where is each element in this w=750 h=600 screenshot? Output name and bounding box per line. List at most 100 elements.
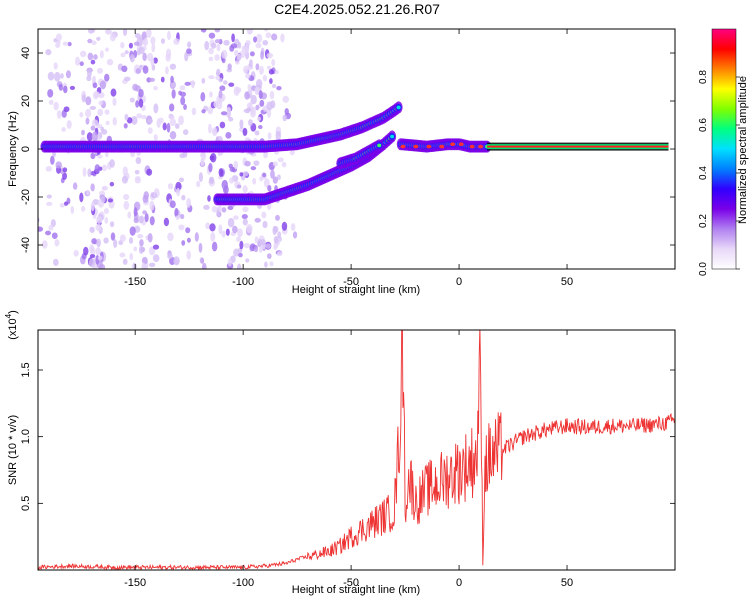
right-segment-core bbox=[487, 145, 669, 148]
noise-speckle bbox=[149, 216, 155, 226]
noise-speckle bbox=[186, 237, 191, 243]
noise-speckle bbox=[169, 200, 176, 209]
noise-speckle bbox=[260, 50, 264, 60]
noise-speckle bbox=[218, 168, 224, 177]
noise-speckle bbox=[209, 91, 213, 98]
main_line-core bbox=[396, 105, 401, 110]
noise-speckle bbox=[281, 221, 288, 231]
noise-speckle bbox=[269, 78, 273, 84]
noise-speckle bbox=[82, 167, 87, 177]
noise-speckle bbox=[238, 252, 243, 258]
noise-speckle bbox=[126, 117, 133, 124]
noise-speckle bbox=[134, 33, 141, 39]
noise-speckle bbox=[133, 207, 138, 217]
noise-speckle bbox=[214, 54, 220, 61]
noise-speckle bbox=[236, 236, 241, 242]
noise-speckle bbox=[267, 185, 272, 192]
noise-speckle bbox=[233, 248, 240, 257]
noise-speckle bbox=[96, 215, 102, 224]
noise-speckle bbox=[270, 169, 275, 179]
noise-speckle bbox=[258, 90, 263, 100]
spectrogram-x-axis-label: Height of straight line (km) bbox=[292, 284, 420, 296]
noise-speckle bbox=[143, 37, 149, 47]
noise-speckle bbox=[231, 33, 235, 43]
noise-speckle bbox=[218, 90, 223, 99]
noise-speckle bbox=[263, 178, 270, 188]
noise-speckle bbox=[200, 29, 207, 33]
spectrogram-y-tick-label: 40 bbox=[20, 47, 32, 59]
right-segment-peak bbox=[400, 144, 406, 149]
noise-speckle bbox=[131, 116, 138, 125]
noise-speckle bbox=[166, 122, 171, 133]
noise-speckle bbox=[272, 161, 278, 167]
snr-y-tick-label: 1.5 bbox=[20, 362, 32, 377]
noise-speckle bbox=[104, 29, 111, 34]
noise-speckle bbox=[269, 261, 274, 267]
noise-speckle bbox=[275, 214, 280, 221]
noise-speckle bbox=[142, 194, 149, 203]
noise-speckle bbox=[200, 157, 205, 166]
noise-speckle bbox=[207, 195, 211, 202]
noise-speckle bbox=[167, 253, 173, 260]
noise-speckle bbox=[243, 108, 250, 113]
noise-speckle bbox=[123, 76, 131, 82]
noise-speckle bbox=[284, 108, 289, 115]
noise-speckle bbox=[109, 221, 115, 228]
noise-speckle bbox=[214, 29, 221, 33]
noise-speckle bbox=[179, 85, 186, 91]
noise-speckle bbox=[85, 96, 92, 106]
noise-speckle bbox=[282, 114, 288, 122]
noise-speckle bbox=[90, 201, 95, 212]
noise-speckle bbox=[272, 176, 278, 184]
noise-speckle bbox=[62, 41, 69, 46]
noise-speckle bbox=[59, 203, 66, 208]
noise-speckle bbox=[149, 77, 156, 82]
spectrogram-tracks bbox=[40, 101, 669, 206]
noise-speckle bbox=[248, 89, 253, 95]
noise-speckle bbox=[93, 54, 98, 60]
noise-speckle bbox=[149, 200, 155, 211]
noise-speckle bbox=[233, 215, 239, 220]
noise-speckle bbox=[227, 258, 232, 267]
noise-speckle bbox=[208, 32, 216, 39]
noise-speckle bbox=[161, 38, 165, 44]
noise-speckle bbox=[273, 245, 278, 250]
noise-speckle bbox=[135, 68, 142, 74]
noise-speckle bbox=[46, 194, 52, 199]
noise-speckle bbox=[33, 198, 38, 203]
noise-speckle bbox=[135, 157, 142, 165]
noise-speckle bbox=[150, 36, 156, 45]
noise-speckle bbox=[209, 176, 213, 184]
noise-speckle bbox=[94, 91, 100, 98]
noise-speckle bbox=[98, 100, 104, 106]
noise-speckle bbox=[178, 115, 184, 126]
noise-speckle bbox=[166, 30, 171, 41]
noise-speckle bbox=[139, 239, 144, 247]
noise-speckle bbox=[87, 168, 92, 177]
noise-speckle bbox=[265, 32, 272, 39]
spectrogram-y-axis-label: Frequency (Hz) bbox=[7, 111, 19, 187]
noise-speckle bbox=[165, 53, 171, 62]
noise-speckle bbox=[137, 233, 144, 239]
noise-speckle bbox=[237, 263, 242, 269]
noise-speckle bbox=[86, 189, 90, 196]
noise-speckle bbox=[227, 63, 232, 70]
noise-speckle bbox=[227, 217, 235, 228]
noise-speckle bbox=[149, 191, 156, 201]
snr-x-tick-label: 0 bbox=[456, 577, 462, 589]
noise-speckle bbox=[151, 43, 156, 53]
noise-speckle bbox=[66, 120, 72, 129]
noise-speckle bbox=[262, 39, 269, 46]
colorbar-ticks: 0.0 0.2 0.4 0.6 0.8 bbox=[698, 70, 740, 276]
noise-speckle bbox=[51, 232, 58, 239]
noise-speckle bbox=[123, 194, 130, 201]
noise-speckle bbox=[237, 228, 243, 237]
noise-speckle bbox=[142, 210, 147, 215]
noise-speckle bbox=[96, 36, 101, 41]
noise-speckle bbox=[87, 69, 92, 78]
noise-speckle bbox=[79, 50, 87, 58]
noise-speckle bbox=[138, 46, 145, 55]
noise-speckle bbox=[72, 182, 78, 190]
snr-panel: -150 -100 -50 0 50 0.5 1.0 1.5 Height of strai… bbox=[4, 310, 676, 596]
noise-speckle bbox=[171, 89, 176, 99]
